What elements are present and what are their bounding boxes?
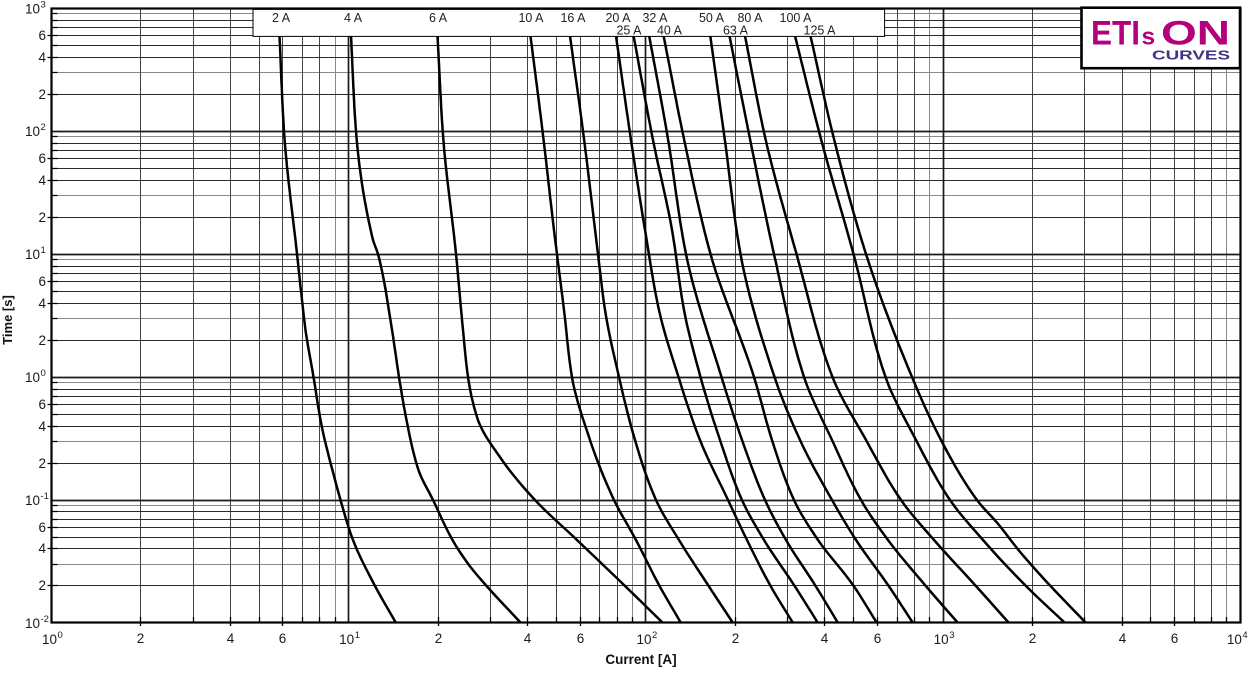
- svg-text:Time [s]: Time [s]: [0, 295, 15, 345]
- svg-text:100 A: 100 A: [780, 11, 813, 25]
- svg-text:6: 6: [38, 274, 46, 289]
- svg-text:10 A: 10 A: [518, 11, 544, 25]
- svg-text:80 A: 80 A: [737, 11, 763, 25]
- svg-text:10: 10: [339, 632, 354, 647]
- svg-text:10: 10: [934, 632, 949, 647]
- svg-text:6: 6: [38, 520, 46, 535]
- svg-text:4: 4: [38, 419, 46, 434]
- svg-text:-2: -2: [41, 614, 49, 625]
- svg-text:2: 2: [137, 631, 145, 646]
- svg-text:10: 10: [25, 616, 40, 631]
- svg-text:2: 2: [38, 333, 46, 348]
- svg-text:10: 10: [25, 124, 40, 139]
- svg-text:6: 6: [874, 631, 882, 646]
- svg-text:10: 10: [42, 632, 57, 647]
- svg-text:2: 2: [652, 630, 657, 641]
- svg-text:Current [A]: Current [A]: [605, 652, 676, 667]
- svg-text:4: 4: [227, 631, 235, 646]
- svg-text:6: 6: [279, 631, 287, 646]
- svg-text:6: 6: [577, 631, 585, 646]
- svg-text:4: 4: [38, 296, 46, 311]
- svg-text:ON: ON: [1161, 15, 1230, 53]
- svg-text:10: 10: [25, 493, 40, 508]
- svg-text:2: 2: [41, 122, 46, 133]
- svg-text:10: 10: [1227, 632, 1242, 647]
- svg-text:4: 4: [38, 50, 46, 65]
- svg-text:6: 6: [38, 397, 46, 412]
- svg-text:6: 6: [38, 28, 46, 43]
- svg-text:1: 1: [355, 630, 360, 641]
- svg-text:0: 0: [41, 368, 46, 379]
- svg-text:3: 3: [41, 0, 46, 10]
- svg-text:4 A: 4 A: [344, 11, 363, 25]
- svg-text:10: 10: [25, 1, 40, 16]
- svg-text:ETI: ETI: [1091, 15, 1140, 53]
- svg-text:-1: -1: [41, 491, 49, 502]
- svg-text:4: 4: [1119, 631, 1127, 646]
- svg-text:0: 0: [58, 630, 63, 641]
- svg-text:2: 2: [38, 578, 46, 593]
- svg-text:6 A: 6 A: [429, 11, 448, 25]
- svg-text:3: 3: [949, 630, 954, 641]
- svg-text:2: 2: [38, 87, 46, 102]
- svg-text:2: 2: [38, 456, 46, 471]
- svg-text:1: 1: [41, 245, 46, 256]
- svg-text:4: 4: [821, 631, 829, 646]
- svg-text:s: s: [1142, 24, 1156, 51]
- svg-text:2 A: 2 A: [272, 11, 291, 25]
- svg-text:20 A: 20 A: [605, 11, 631, 25]
- svg-text:2: 2: [38, 210, 46, 225]
- svg-text:4: 4: [1242, 630, 1247, 641]
- svg-text:6: 6: [1171, 631, 1179, 646]
- svg-text:32 A: 32 A: [642, 11, 668, 25]
- svg-text:2: 2: [732, 631, 740, 646]
- svg-text:4: 4: [38, 173, 46, 188]
- svg-text:4: 4: [38, 541, 46, 556]
- svg-text:10: 10: [25, 370, 40, 385]
- svg-text:2: 2: [435, 631, 443, 646]
- svg-text:10: 10: [636, 632, 651, 647]
- svg-text:10: 10: [25, 247, 40, 262]
- svg-text:50 A: 50 A: [699, 11, 725, 25]
- svg-text:4: 4: [524, 631, 532, 646]
- svg-text:16 A: 16 A: [560, 11, 586, 25]
- svg-text:40 A: 40 A: [657, 23, 683, 37]
- svg-text:CURVES: CURVES: [1152, 48, 1230, 63]
- svg-text:2: 2: [1029, 631, 1037, 646]
- svg-text:125 A: 125 A: [804, 23, 837, 37]
- svg-text:25 A: 25 A: [616, 23, 642, 37]
- svg-text:63 A: 63 A: [723, 23, 749, 37]
- svg-text:6: 6: [38, 151, 46, 166]
